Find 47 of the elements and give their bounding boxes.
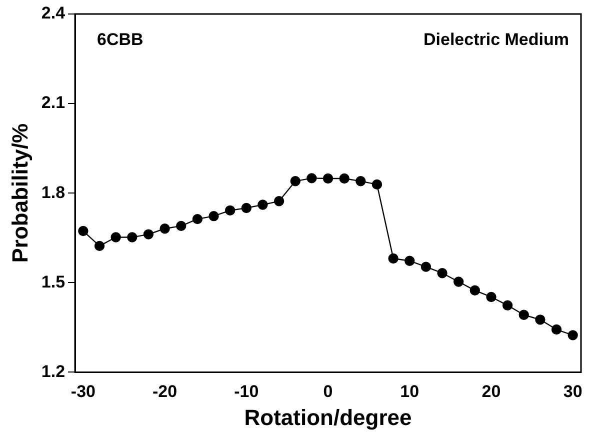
point [143, 229, 154, 240]
point [339, 173, 350, 184]
point [420, 262, 432, 272]
point [192, 214, 203, 224]
point [224, 205, 236, 216]
point [306, 173, 317, 184]
x-axis-title: Rotation/degree [244, 404, 412, 430]
point [551, 324, 562, 335]
point [470, 285, 480, 296]
x-tick-label: -10 [234, 382, 259, 402]
point [208, 210, 219, 222]
point [356, 176, 366, 186]
point [241, 202, 252, 214]
point [160, 224, 170, 234]
point [176, 220, 186, 232]
point [486, 292, 496, 302]
y-axis-title: Probability/% [7, 123, 32, 263]
point [274, 196, 284, 206]
x-tick-label: 0 [323, 382, 333, 402]
point [372, 179, 382, 190]
point [258, 200, 268, 210]
point [568, 330, 578, 340]
point [437, 268, 448, 278]
x-tick-label: -20 [152, 382, 178, 402]
y-tick-label: 1.8 [41, 182, 66, 202]
point [518, 310, 529, 320]
point [388, 253, 398, 264]
annotation: Dielectric Medium [424, 30, 569, 50]
y-tick-label: 2.4 [41, 4, 66, 23]
point [453, 276, 464, 287]
point [290, 176, 300, 186]
point [127, 232, 138, 242]
point [502, 300, 513, 310]
x-tick-label: 10 [400, 382, 420, 402]
y-tick-label: 2.1 [41, 93, 66, 112]
point [322, 173, 334, 184]
x-tick-label: -30 [70, 382, 96, 402]
x-tick-label: 30 [563, 382, 582, 402]
point [535, 314, 546, 325]
point [110, 232, 121, 242]
point [78, 226, 88, 236]
annotation: 6CBB [97, 30, 144, 50]
point [404, 256, 415, 266]
point [94, 240, 105, 252]
x-tick-label: 20 [482, 382, 501, 402]
y-tick-label: 1.2 [41, 362, 66, 381]
y-tick-label: 1.5 [41, 272, 66, 292]
